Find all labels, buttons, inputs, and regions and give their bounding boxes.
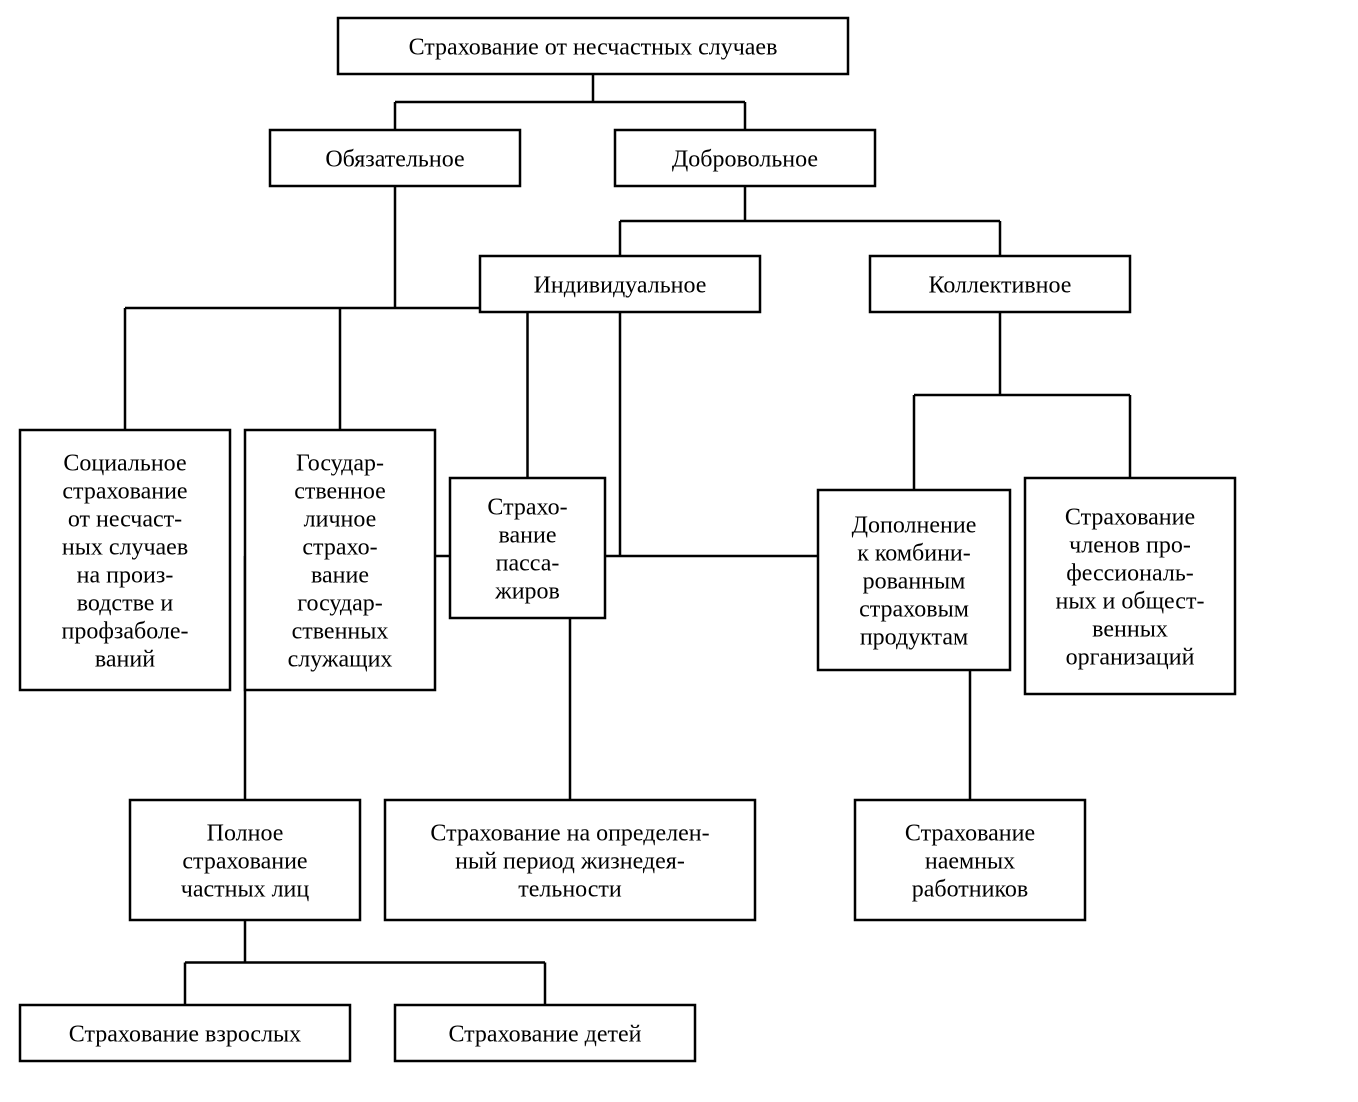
nodes-layer: Страхование от несчастных случаев Обязате… [20,18,1235,1061]
node-volun: Добровольное [615,130,875,186]
node-root-label: Страхование от несчастных случаев [409,34,778,60]
node-p2-label: Страхование детей [448,1021,641,1047]
node-indiv: Индивидуальное [480,256,760,312]
node-o1: Социальноестрахованиеот несчаст-ных случ… [20,430,230,690]
node-root: Страхование от несчастных случаев [338,18,848,74]
node-indiv-label: Индивидуальное [534,272,707,298]
node-i1: Полноестрахованиечастных лиц [130,800,360,920]
node-o3: Страхо-ваниепасса-жиров [450,478,605,618]
node-volun-label: Добровольное [672,146,818,172]
node-coll-label: Коллективное [929,272,1072,298]
node-i2: Страхование на определен-ный период жизн… [385,800,755,920]
insurance-tree-diagram: Страхование от несчастных случаев Обязате… [0,0,1358,1102]
node-c1: Дополнениек комбини-рованнымстраховымпро… [818,490,1010,670]
node-p2: Страхование детей [395,1005,695,1061]
node-p1-label: Страхование взрослых [69,1021,301,1047]
node-i3: Страхованиенаемныхработников [855,800,1085,920]
node-o2: Государ-ственноеличноестрахо-ваниегосуда… [245,430,435,690]
node-c1-label: Дополнениек комбини-рованнымстраховымпро… [852,512,977,650]
node-oblig-label: Обязательное [325,146,464,172]
node-coll: Коллективное [870,256,1130,312]
node-c2: Страхованиечленов про-фессиональ-ных и о… [1025,478,1235,694]
node-oblig: Обязательное [270,130,520,186]
node-p1: Страхование взрослых [20,1005,350,1061]
